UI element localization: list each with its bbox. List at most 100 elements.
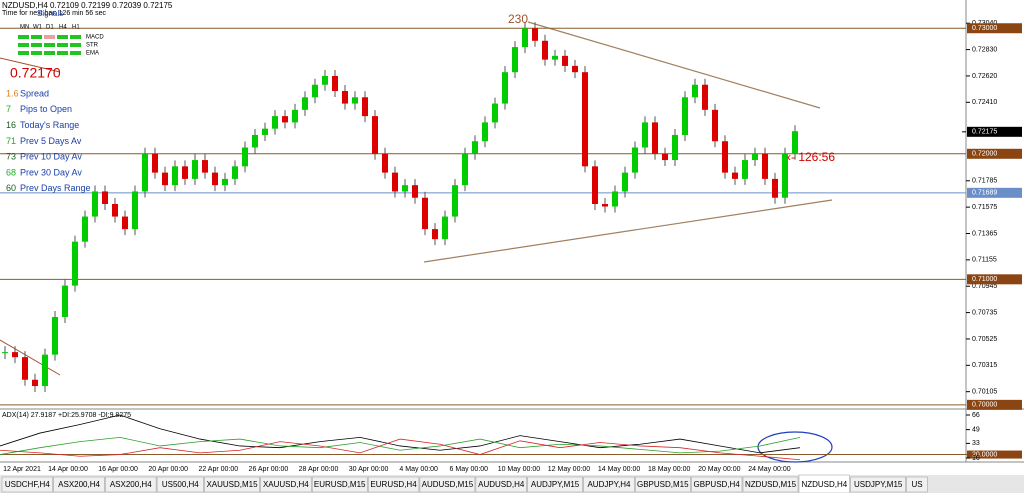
candle [792, 131, 798, 154]
tab-label[interactable]: AUDUSD,M15 [422, 480, 474, 489]
symbol-line: NZDUSD,H4 0.72109 0.72199 0.72039 0.7217… [2, 1, 173, 10]
date-label: 10 May 00:00 [498, 466, 541, 473]
tab[interactable] [691, 476, 743, 493]
tab[interactable] [742, 476, 799, 493]
candle [682, 97, 688, 135]
tab[interactable] [850, 476, 906, 493]
tab[interactable] [475, 476, 527, 493]
tab[interactable] [105, 476, 157, 493]
candle [142, 153, 148, 192]
candle [572, 65, 578, 73]
tab[interactable] [156, 476, 204, 493]
candle [302, 97, 308, 110]
tab-label[interactable]: EURUSD,H4 [370, 480, 417, 489]
signals-title: Signals [37, 9, 63, 18]
candle [622, 172, 628, 192]
tab[interactable] [1, 476, 53, 493]
date-label: 24 May 00:00 [748, 466, 791, 473]
candle [362, 97, 368, 117]
tab-label[interactable]: AUDJPY,M15 [531, 480, 580, 489]
tab-label[interactable]: XAUUSD,H4 [263, 480, 309, 489]
info-label: Spread [20, 88, 49, 98]
info-label: Pips to Open [20, 104, 72, 114]
candle [532, 28, 538, 41]
tab[interactable] [583, 476, 635, 493]
signal-cell [57, 43, 68, 47]
candle [82, 216, 88, 242]
tab-label[interactable]: US [911, 480, 922, 489]
tab[interactable] [204, 476, 260, 493]
price: 0.72170 [10, 65, 61, 81]
candle [652, 122, 658, 154]
info-label: Today's Range [20, 120, 79, 130]
signal-cell [18, 51, 29, 55]
candle [32, 379, 38, 387]
tab-label[interactable]: GBPUSD,H4 [694, 480, 741, 489]
candle [312, 84, 318, 98]
y-tick-label: 0.71575 [972, 204, 997, 211]
candle [722, 141, 728, 173]
candle [152, 153, 158, 173]
tab-label[interactable]: US500,H4 [162, 480, 199, 489]
info-number: 1.6 [6, 88, 19, 98]
tab[interactable] [798, 474, 850, 493]
tab-label[interactable]: EURUSD,M15 [314, 480, 366, 489]
tab-label[interactable]: GBPUSD,M15 [637, 480, 689, 489]
candle [672, 134, 678, 161]
tab[interactable] [635, 476, 691, 493]
tab[interactable] [311, 476, 368, 493]
tab-label[interactable]: USDCHF,H4 [5, 480, 50, 489]
date-label: 14 Apr 00:00 [48, 466, 88, 473]
signal-cell [57, 51, 68, 55]
y-tick-label: 0.70945 [972, 283, 997, 290]
candle [392, 172, 398, 192]
y-tick-label: 0.70525 [972, 336, 997, 343]
candle [212, 172, 218, 186]
timer: Time for next bar: 126 min 56 sec [2, 10, 107, 17]
candle [472, 141, 478, 154]
tab[interactable] [53, 476, 105, 493]
candle [2, 352, 8, 354]
tab[interactable] [367, 476, 420, 493]
level-box [967, 126, 1022, 137]
signal-cell [44, 35, 55, 39]
candle [762, 153, 768, 179]
tab[interactable] [527, 476, 583, 493]
y-tick-label: 20.0000 [972, 451, 997, 458]
candle [432, 229, 438, 240]
tab[interactable] [260, 476, 312, 493]
signal-cell [70, 51, 81, 55]
signal-cell [57, 35, 68, 39]
candle [782, 153, 788, 198]
signal-cell [70, 43, 81, 47]
tab[interactable] [419, 476, 476, 493]
tab-label[interactable]: XAUUSD,M15 [206, 480, 258, 489]
info-label: Prev 5 Days Av [20, 136, 82, 146]
y-tick-label: 0.72410 [972, 99, 997, 106]
candle [552, 55, 558, 60]
candle [492, 103, 498, 123]
tab-label[interactable]: USDJPY,M15 [854, 480, 903, 489]
candle [632, 147, 638, 173]
level-box [967, 450, 1022, 459]
tab[interactable] [906, 476, 928, 493]
candle [342, 91, 348, 104]
candle [282, 116, 288, 123]
tab-label[interactable]: NZDUSD,M15 [745, 480, 797, 489]
tab-label[interactable]: AUDUSD,H4 [478, 480, 525, 489]
candle [232, 166, 238, 179]
candle [462, 153, 468, 186]
level-label: 0.70000 [972, 402, 997, 409]
tab-label[interactable]: AUDJPY,H4 [587, 480, 631, 489]
signal-cell [18, 43, 29, 47]
level-label: 0.72000 [972, 151, 997, 158]
timeframe-label: MN [20, 25, 29, 31]
tab-label[interactable]: ASX200,H4 [110, 480, 152, 489]
date-label: 18 May 00:00 [648, 466, 691, 473]
candle [422, 197, 428, 230]
level-box [967, 23, 1022, 34]
tab-label[interactable]: NZDUSD,H4 [801, 480, 847, 489]
level-label: 0.71689 [972, 190, 997, 197]
tab-label[interactable]: ASX200,H4 [58, 480, 100, 489]
